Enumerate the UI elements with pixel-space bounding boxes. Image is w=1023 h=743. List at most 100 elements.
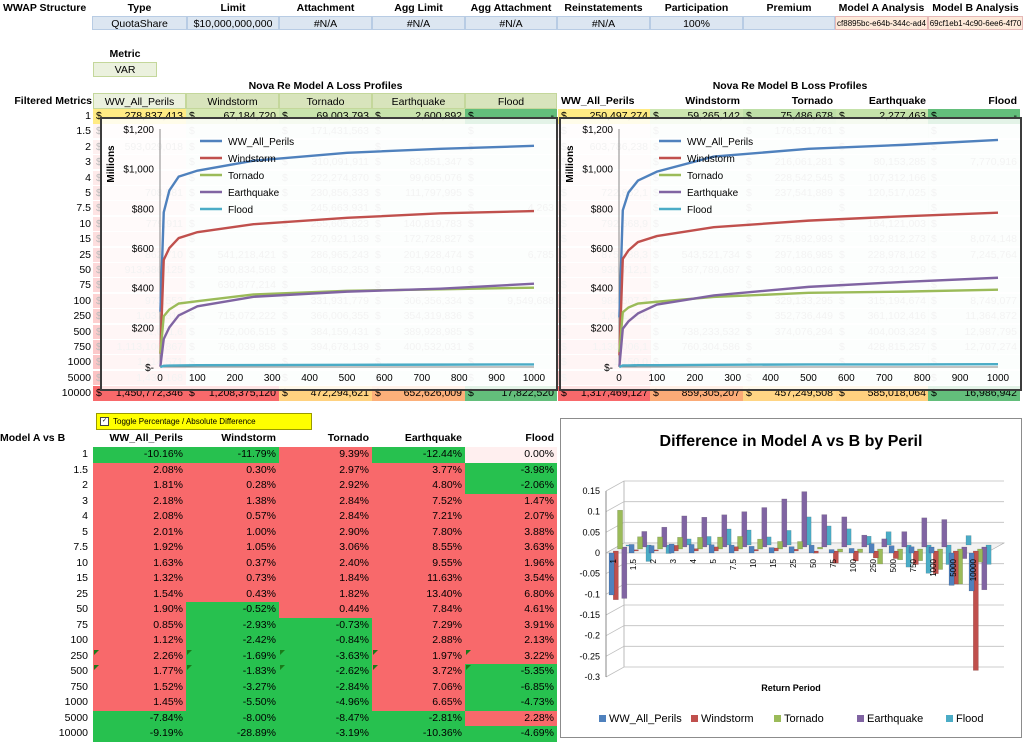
diff-value-cell[interactable]: 13.40% [372, 586, 465, 602]
diff-value-cell[interactable]: -0.73% [279, 617, 372, 633]
diff-value-cell[interactable]: 2.97% [279, 462, 372, 478]
diff-value-cell[interactable]: -5.35% [465, 664, 557, 680]
diff-value-cell[interactable]: -3.19% [279, 726, 372, 742]
diff-value-cell[interactable]: 1.92% [93, 540, 186, 556]
model-a-column-header[interactable]: Flood [465, 93, 557, 109]
diff-value-cell[interactable]: -8.00% [186, 710, 279, 726]
diff-value-cell[interactable]: 7.52% [372, 493, 465, 509]
diff-value-cell[interactable]: 1.05% [186, 540, 279, 556]
diff-value-cell[interactable]: -4.96% [279, 695, 372, 711]
model-b-column-header[interactable]: Flood [988, 95, 1017, 107]
diff-value-cell[interactable]: 2.40% [279, 555, 372, 571]
diff-value-cell[interactable]: 3.63% [465, 540, 557, 556]
diff-value-cell[interactable]: 1.52% [93, 679, 186, 695]
diff-value-cell[interactable]: 0.85% [93, 617, 186, 633]
difference-chart-panel[interactable]: Difference in Model A vs B by Peril 0.15 0… [560, 418, 1022, 738]
model-a-column-header[interactable]: Earthquake [372, 93, 465, 109]
diff-value-cell[interactable]: 1.32% [93, 571, 186, 587]
diff-value-cell[interactable]: 2.08% [93, 509, 186, 525]
diff-value-cell[interactable]: 7.80% [372, 524, 465, 540]
diff-value-cell[interactable]: 1.81% [93, 478, 186, 494]
model-a-column-header[interactable]: WW_All_Perils [93, 93, 186, 109]
structure-value[interactable]: cf8895bc-e64b-344c-ad4 [835, 16, 928, 30]
diff-value-cell[interactable]: -10.16% [93, 447, 186, 463]
diff-value-cell[interactable]: -28.89% [186, 726, 279, 742]
diff-value-cell[interactable]: 2.08% [93, 462, 186, 478]
diff-value-cell[interactable]: -12.44% [372, 447, 465, 463]
diff-value-cell[interactable]: 2.13% [465, 633, 557, 649]
diff-value-cell[interactable]: 0.73% [186, 571, 279, 587]
structure-value[interactable]: $10,000,000,000 [187, 16, 279, 30]
diff-value-cell[interactable]: -9.19% [93, 726, 186, 742]
diff-value-cell[interactable]: 7.06% [372, 679, 465, 695]
diff-value-cell[interactable]: -4.69% [465, 726, 557, 742]
diff-value-cell[interactable]: 1.90% [93, 602, 186, 618]
diff-value-cell[interactable]: 2.01% [93, 524, 186, 540]
diff-value-cell[interactable]: -10.36% [372, 726, 465, 742]
diff-value-cell[interactable]: -1.69% [186, 648, 279, 664]
diff-value-cell[interactable]: 0.00% [465, 447, 557, 463]
diff-value-cell[interactable]: 0.43% [186, 586, 279, 602]
model-b-column-header[interactable]: Earthquake [868, 95, 926, 107]
diff-value-cell[interactable]: -3.63% [279, 648, 372, 664]
diff-value-cell[interactable]: 3.72% [372, 664, 465, 680]
diff-value-cell[interactable]: 9.39% [279, 447, 372, 463]
model-a-chart-panel[interactable]: $- $200 $400 $600 $800 $1,000 $1,200 0 100 200 300… [100, 117, 558, 391]
diff-value-cell[interactable]: 2.07% [465, 509, 557, 525]
diff-value-cell[interactable]: 0.30% [186, 462, 279, 478]
diff-value-cell[interactable]: 1.82% [279, 586, 372, 602]
diff-value-cell[interactable]: 6.65% [372, 695, 465, 711]
structure-value[interactable]: #N/A [372, 16, 465, 30]
diff-value-cell[interactable]: 7.21% [372, 509, 465, 525]
diff-value-cell[interactable]: 1.38% [186, 493, 279, 509]
diff-value-cell[interactable]: 2.28% [465, 710, 557, 726]
toggle-percentage-button[interactable]: ✓ Toggle Percentage / Absolute Difference [96, 413, 312, 430]
structure-value[interactable]: QuotaShare [92, 16, 187, 30]
diff-value-cell[interactable]: 1.97% [372, 648, 465, 664]
model-a-column-header[interactable]: Windstorm [186, 93, 279, 109]
diff-value-cell[interactable]: -0.52% [186, 602, 279, 618]
diff-value-cell[interactable]: 9.55% [372, 555, 465, 571]
diff-value-cell[interactable]: 2.84% [279, 509, 372, 525]
structure-value[interactable]: #N/A [279, 16, 372, 30]
model-a-column-header[interactable]: Tornado [279, 93, 372, 109]
model-b-column-header[interactable]: Windstorm [685, 95, 740, 107]
diff-value-cell[interactable]: 1.00% [186, 524, 279, 540]
model-b-chart-panel[interactable]: $- $200 $400 $600 $800 $1,000 $1,200 0 100 200 300… [559, 117, 1022, 391]
diff-value-cell[interactable]: -0.84% [279, 633, 372, 649]
diff-value-cell[interactable]: -2.81% [372, 710, 465, 726]
diff-value-cell[interactable]: 3.77% [372, 462, 465, 478]
diff-value-cell[interactable]: 7.29% [372, 617, 465, 633]
structure-value[interactable]: #N/A [465, 16, 557, 30]
diff-value-cell[interactable]: 2.88% [372, 633, 465, 649]
diff-value-cell[interactable]: 4.61% [465, 602, 557, 618]
diff-value-cell[interactable]: -11.79% [186, 447, 279, 463]
metric-select[interactable]: VAR [93, 62, 157, 77]
diff-value-cell[interactable]: 2.84% [279, 493, 372, 509]
model-b-column-header[interactable]: Tornado [791, 95, 833, 107]
diff-value-cell[interactable]: 0.44% [279, 602, 372, 618]
diff-value-cell[interactable]: 0.28% [186, 478, 279, 494]
diff-value-cell[interactable]: 1.84% [279, 571, 372, 587]
diff-value-cell[interactable]: 1.63% [93, 555, 186, 571]
diff-value-cell[interactable]: 0.37% [186, 555, 279, 571]
diff-value-cell[interactable]: 2.18% [93, 493, 186, 509]
diff-value-cell[interactable]: -1.83% [186, 664, 279, 680]
diff-value-cell[interactable]: -3.27% [186, 679, 279, 695]
diff-value-cell[interactable]: 2.92% [279, 478, 372, 494]
diff-value-cell[interactable]: -2.93% [186, 617, 279, 633]
diff-value-cell[interactable]: -2.06% [465, 478, 557, 494]
diff-value-cell[interactable]: -7.84% [93, 710, 186, 726]
structure-value[interactable]: 69cf1eb1-4c90-6ee6-4f70 [928, 16, 1023, 30]
diff-value-cell[interactable]: 1.77% [93, 664, 186, 680]
diff-value-cell[interactable]: 6.80% [465, 586, 557, 602]
structure-value[interactable]: 100% [650, 16, 743, 30]
diff-value-cell[interactable]: 7.84% [372, 602, 465, 618]
diff-value-cell[interactable]: 11.63% [372, 571, 465, 587]
diff-value-cell[interactable]: 1.45% [93, 695, 186, 711]
diff-value-cell[interactable]: 1.96% [465, 555, 557, 571]
diff-value-cell[interactable]: 3.06% [279, 540, 372, 556]
diff-value-cell[interactable]: 8.55% [372, 540, 465, 556]
diff-value-cell[interactable]: 0.57% [186, 509, 279, 525]
toggle-checkbox[interactable]: ✓ [100, 417, 109, 427]
